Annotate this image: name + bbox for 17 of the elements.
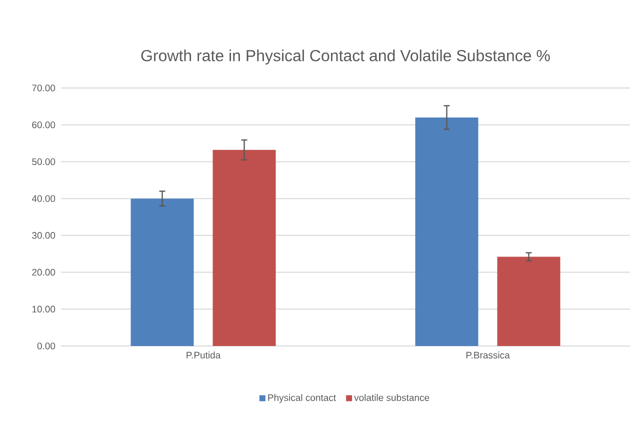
y-tick-label: 30.00: [32, 232, 56, 239]
y-tick-label: 50.00: [32, 158, 56, 166]
bar: [212, 150, 276, 346]
legend-label: volatile substance: [354, 394, 430, 402]
chart-title: Growth rate in Physical Contact and Volatile Substance %: [141, 50, 550, 64]
y-tick-label: 40.00: [32, 195, 56, 202]
legend-label: Physical contact: [268, 394, 336, 403]
y-tick-label: 20.00: [32, 268, 56, 276]
y-tick-label: 0.00: [37, 342, 56, 350]
y-tick-label: 70.00: [32, 84, 56, 92]
bar: [415, 117, 478, 346]
y-tick-label: 60.00: [32, 121, 56, 128]
bar: [497, 256, 560, 346]
y-tick-label: 10.00: [32, 306, 56, 312]
bar: [130, 198, 194, 346]
x-tick-label: P.Putida: [186, 352, 221, 358]
x-tick-label: P.Brassica: [466, 352, 510, 358]
